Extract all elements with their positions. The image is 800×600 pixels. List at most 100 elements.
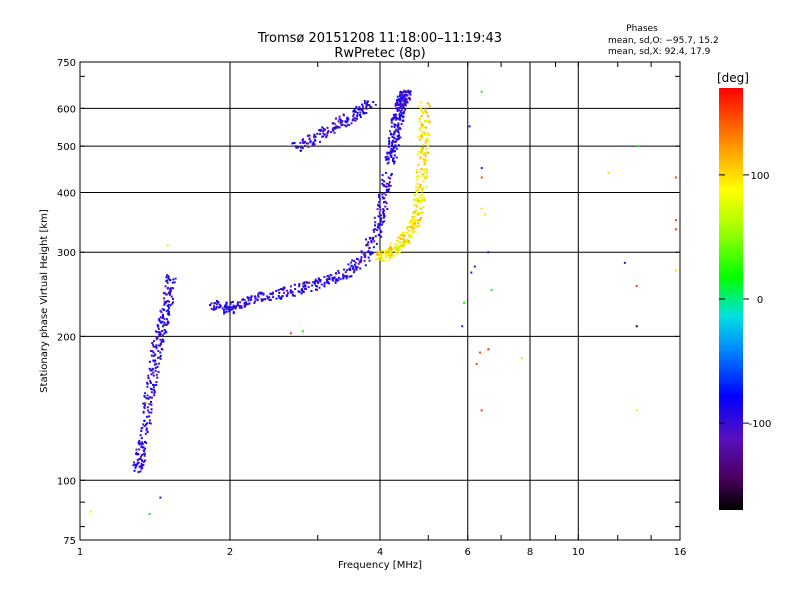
data-point: [155, 338, 158, 341]
data-point: [415, 209, 418, 212]
data-point: [327, 129, 330, 132]
colorbar-ticks: 100 0 -100: [719, 171, 771, 430]
data-point: [426, 112, 429, 115]
data-point: [148, 367, 151, 370]
data-point: [229, 308, 232, 311]
data-point: [398, 248, 401, 251]
data-point: [385, 157, 388, 160]
data-point: [405, 94, 408, 97]
data-point: [155, 373, 158, 376]
data-point: [165, 293, 168, 296]
data-point: [143, 452, 146, 455]
data-point: [343, 124, 346, 127]
data-point: [396, 124, 399, 127]
data-point: [416, 221, 419, 224]
data-point: [318, 286, 321, 289]
data-point: [490, 289, 493, 292]
data-point: [402, 241, 405, 244]
data-point: [354, 261, 357, 264]
data-point: [401, 112, 404, 115]
data-point: [378, 258, 381, 261]
data-point: [172, 297, 175, 300]
data-point: [337, 272, 340, 275]
data-point: [380, 217, 383, 220]
data-point: [400, 94, 403, 97]
data-point: [398, 241, 401, 244]
data-point: [397, 103, 400, 106]
data-point: [365, 112, 368, 115]
data-point: [313, 280, 316, 283]
data-point: [385, 185, 388, 188]
data-point: [282, 287, 285, 290]
data-point: [418, 201, 421, 204]
x-tick-label: 2: [227, 547, 233, 558]
data-point: [396, 239, 399, 242]
data-point: [148, 419, 151, 422]
data-point: [401, 93, 404, 96]
data-point: [304, 284, 307, 287]
data-point: [397, 127, 400, 130]
data-point: [170, 295, 173, 298]
data-point: [399, 111, 402, 114]
data-point: [152, 383, 155, 386]
data-point: [409, 90, 412, 93]
data-point: [169, 289, 172, 292]
data-point: [381, 196, 384, 199]
data-point: [363, 259, 366, 262]
data-point: [395, 250, 398, 253]
colorbar-unit-label: [deg]: [717, 71, 749, 85]
data-point: [247, 303, 250, 306]
data-point: [424, 169, 427, 172]
data-point: [383, 215, 386, 218]
data-point: [389, 150, 392, 153]
data-point: [427, 133, 430, 136]
data-point: [217, 306, 220, 309]
data-point: [374, 103, 377, 106]
data-point: [347, 117, 350, 120]
data-point: [345, 117, 348, 120]
data-point: [378, 205, 381, 208]
data-point: [392, 113, 395, 116]
data-point: [423, 160, 426, 163]
data-point: [390, 173, 393, 176]
data-point: [168, 293, 171, 296]
data-point: [381, 249, 384, 252]
data-point: [398, 247, 401, 250]
data-point: [376, 203, 379, 206]
data-point: [386, 207, 389, 210]
data-point: [364, 264, 367, 267]
data-point: [365, 238, 368, 241]
data-point: [426, 132, 429, 135]
data-point: [408, 241, 411, 244]
data-point: [390, 151, 393, 154]
data-point: [379, 255, 382, 258]
data-point: [150, 391, 153, 394]
data-point: [410, 236, 413, 239]
data-point: [250, 296, 253, 299]
data-point: [239, 301, 242, 304]
data-point: [245, 301, 248, 304]
data-point: [145, 422, 148, 425]
data-point: [402, 119, 405, 122]
data-point: [383, 220, 386, 223]
data-point: [332, 277, 335, 280]
data-point: [421, 122, 424, 125]
data-point: [403, 103, 406, 106]
data-point: [406, 227, 409, 230]
data-point: [412, 227, 415, 230]
data-point: [227, 308, 230, 311]
data-point: [154, 354, 157, 357]
data-point: [248, 302, 251, 305]
data-point: [143, 450, 146, 453]
data-point: [401, 231, 404, 234]
data-point: [302, 140, 305, 143]
data-point: [141, 442, 144, 445]
data-point: [386, 152, 389, 155]
data-point: [365, 102, 368, 105]
data-point: [426, 102, 429, 105]
data-point: [260, 298, 263, 301]
data-point: [326, 131, 329, 134]
data-point: [311, 143, 314, 146]
data-point: [400, 243, 403, 246]
data-point: [370, 106, 373, 109]
